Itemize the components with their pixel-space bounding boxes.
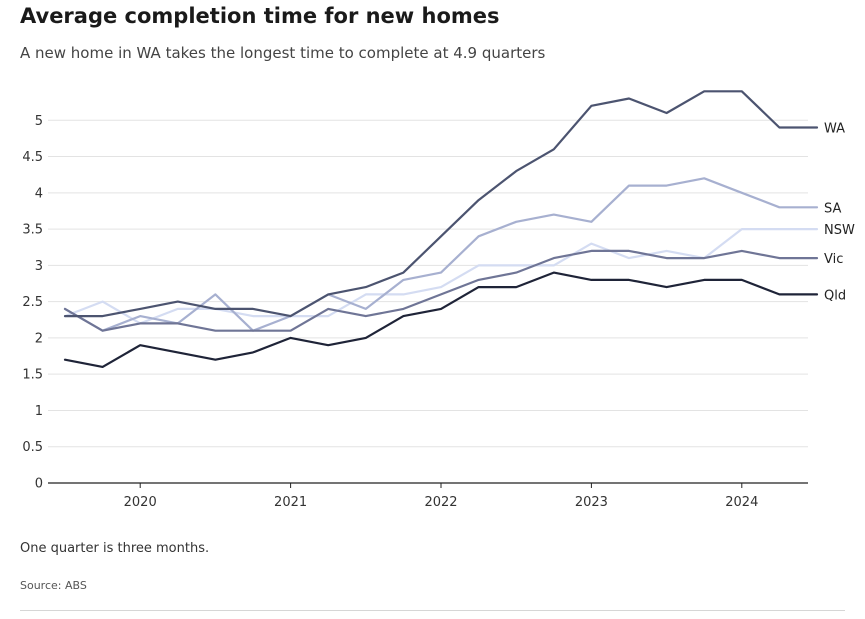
series-labels: NSW SA Vic WA Qld <box>824 122 855 304</box>
y-tick-label: 2.5 <box>22 295 43 310</box>
line-chart: 00.511.522.533.544.55 2020 2021 2022 2023 20… <box>22 90 855 510</box>
series-line-wa <box>63 90 819 318</box>
y-tick-label: 1.5 <box>22 368 43 383</box>
series-label-vic: Vic <box>824 252 843 267</box>
series-line-qld <box>63 271 819 368</box>
chart-source: Source: ABS <box>20 579 87 592</box>
chart-title: Average completion time for new homes <box>20 4 500 28</box>
y-tick-label: 4 <box>35 186 43 201</box>
series-line-vic <box>63 249 819 332</box>
series-line-nsw <box>63 228 819 325</box>
x-axis-ticks: 2020 2021 2022 2023 2024 <box>124 483 758 510</box>
x-tick-label: 2020 <box>124 495 157 510</box>
series-label-nsw: NSW <box>824 223 855 238</box>
x-tick-label: 2024 <box>725 495 758 510</box>
y-tick-label: 0.5 <box>22 440 43 455</box>
x-tick-label: 2023 <box>575 495 608 510</box>
y-tick-label: 0 <box>35 477 43 492</box>
series-label-sa: SA <box>824 201 841 216</box>
y-axis-ticks: 0 0.5 1 1.5 2 2.5 3 3.5 4 4.5 5 <box>22 114 43 492</box>
y-tick-label: 2 <box>35 331 43 346</box>
x-tick-label: 2022 <box>424 495 457 510</box>
series-label-qld: Qld <box>824 288 846 303</box>
series-lines <box>63 90 819 368</box>
y-tick-label: 1 <box>35 404 43 419</box>
series-label-wa: WA <box>824 122 845 137</box>
y-tick-label: 5 <box>35 114 43 129</box>
grid-lines <box>48 119 808 448</box>
chart-subtitle: A new home in WA takes the longest time … <box>20 44 546 62</box>
y-tick-label: 4.5 <box>22 150 43 165</box>
footer-divider <box>20 610 845 611</box>
chart-note: One quarter is three months. <box>20 541 210 556</box>
y-tick-label: 3.5 <box>22 223 43 238</box>
x-tick-label: 2021 <box>274 495 307 510</box>
y-tick-label: 3 <box>35 259 43 274</box>
series-line-sa <box>63 177 819 332</box>
